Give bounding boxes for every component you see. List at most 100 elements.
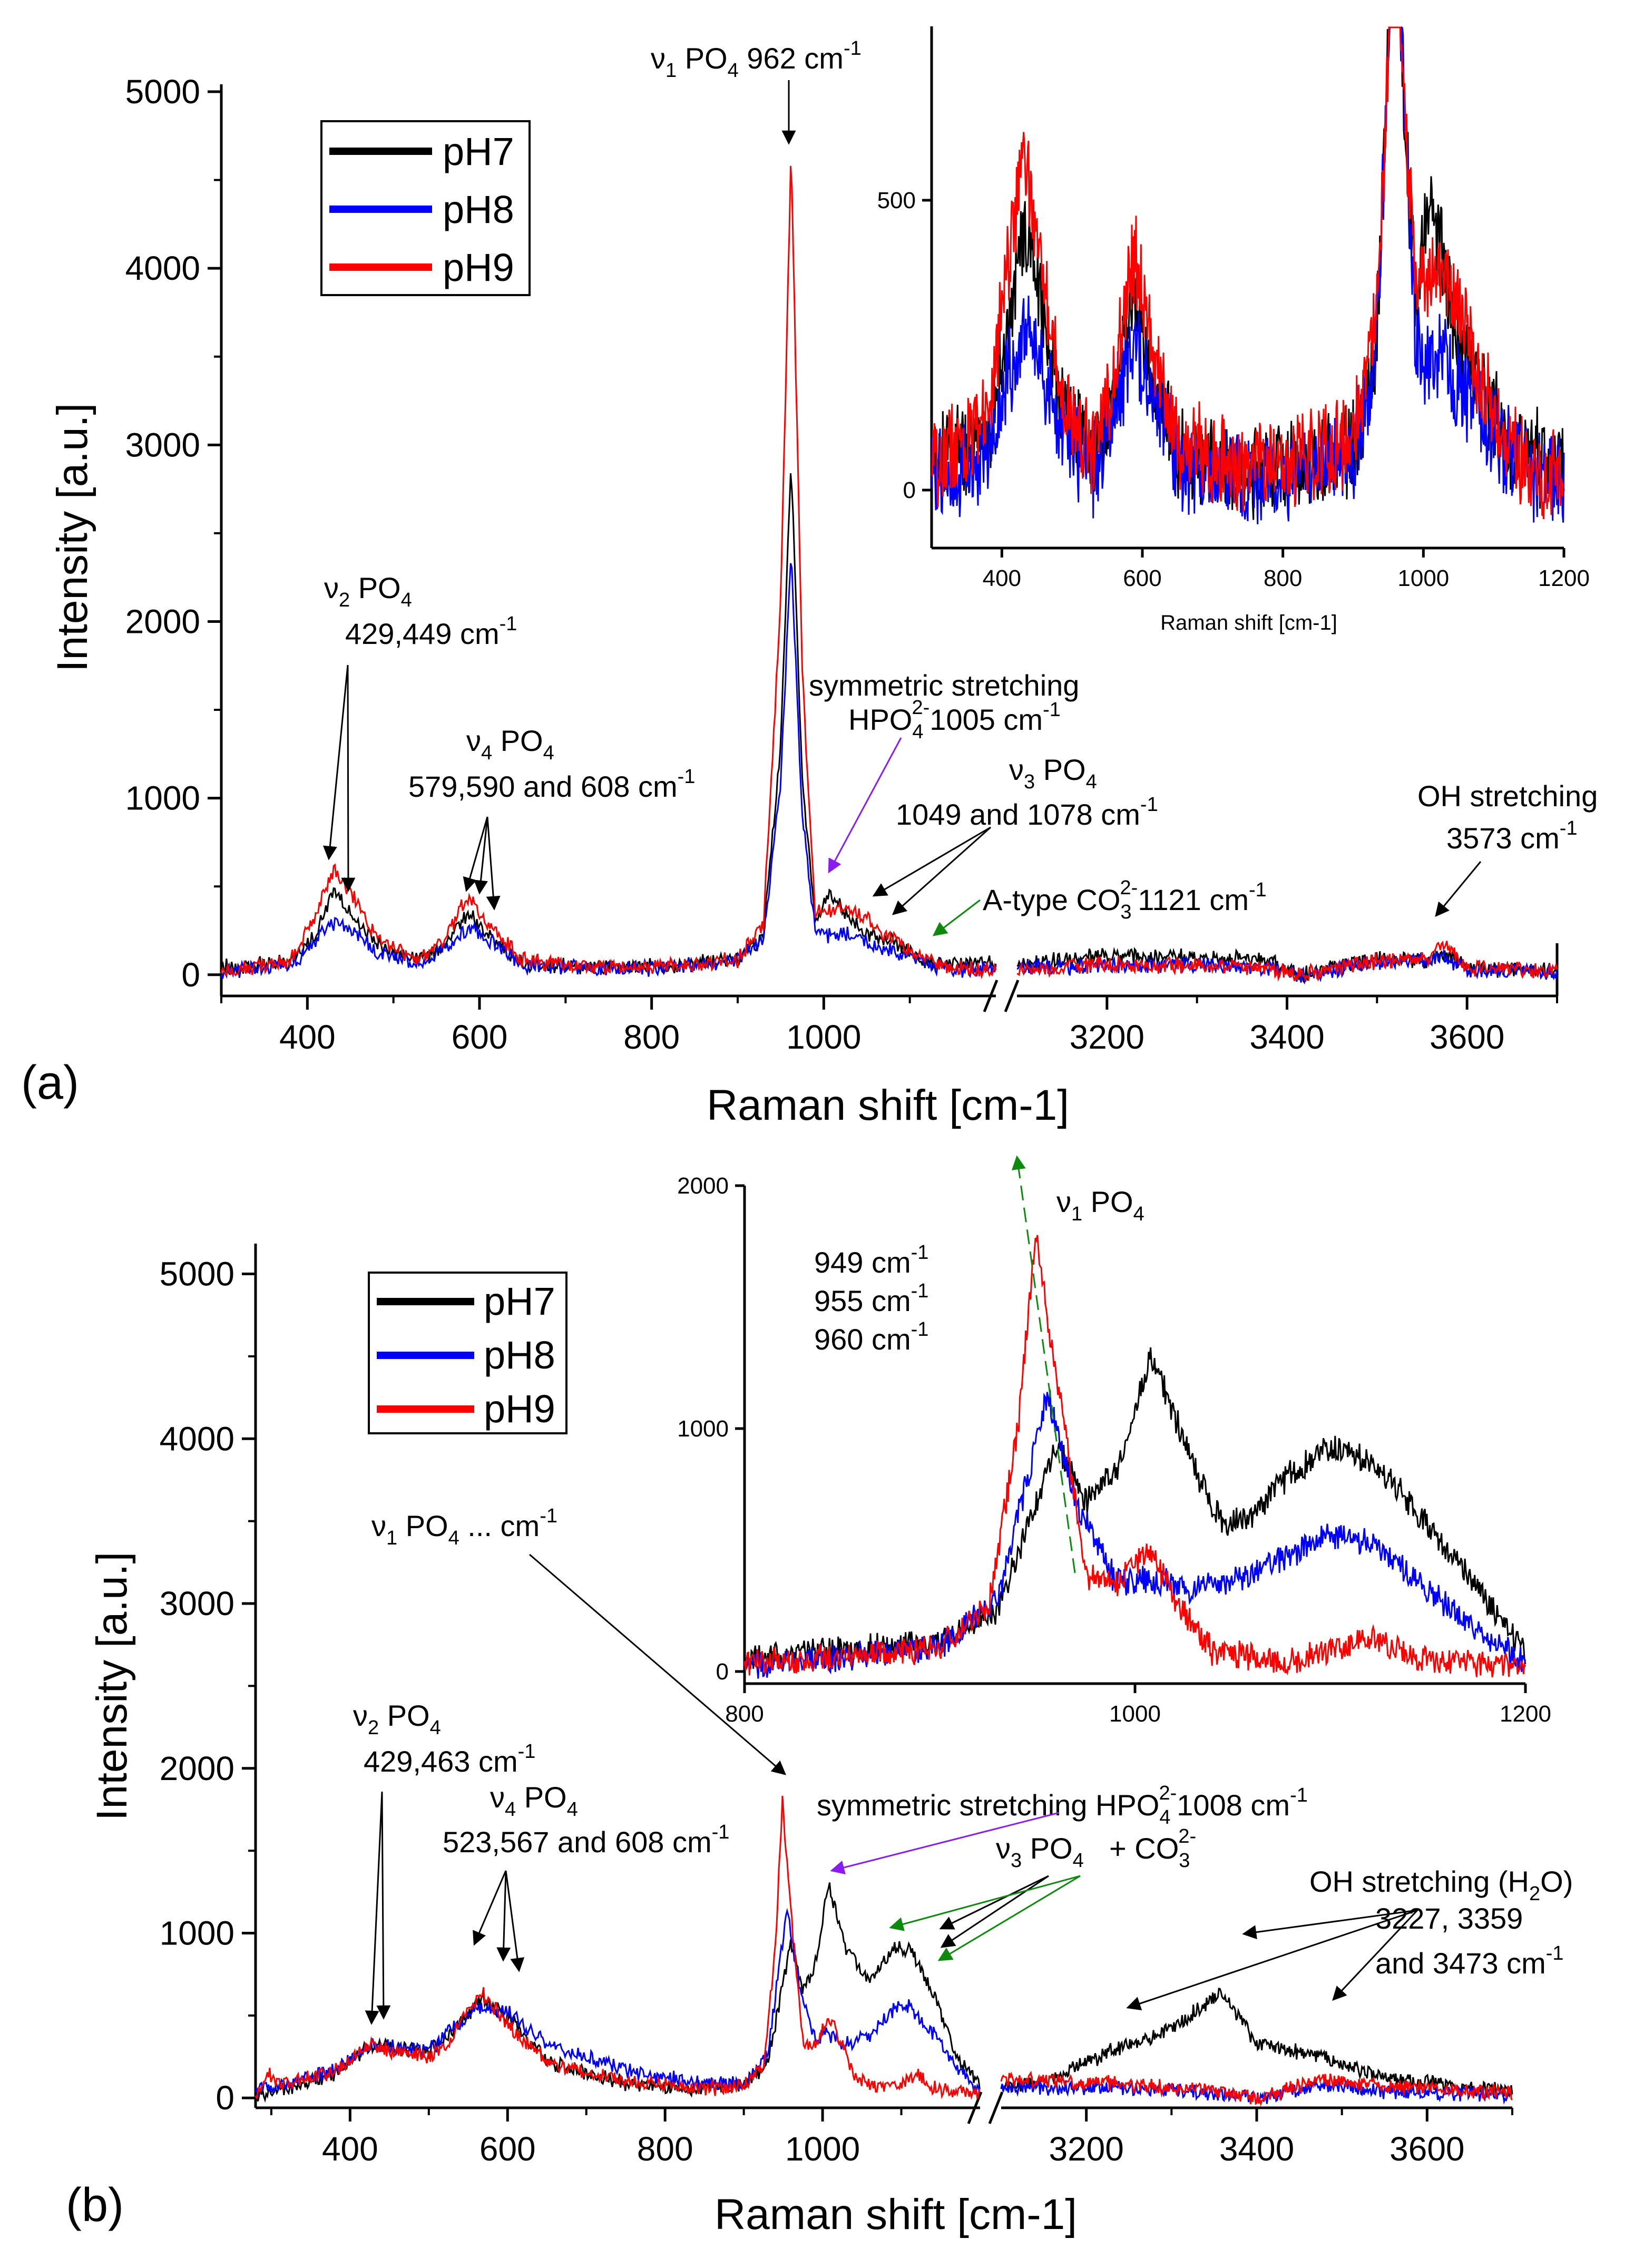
b-oh-line1: OH stretching (H2O) [1309, 1865, 1573, 1905]
a-v3-line2: 1049 and 1078 cm-1 [896, 794, 1158, 831]
b-inset-peak-pH9: 949 cm-1 [814, 1241, 928, 1279]
legend-b-pH8-label: pH8 [484, 1333, 555, 1377]
a-v4-arrow-3 [486, 816, 501, 911]
a-co3-label: A-type CO32-1121 cm-1 [983, 877, 1267, 923]
b-v4-line2: 523,567 and 608 cm-1 [443, 1821, 729, 1859]
legend-b-pH9-label: pH9 [484, 1387, 555, 1431]
a-x-tick-label-600: 600 [452, 1018, 508, 1056]
b-inset-title: ν1 PO4 [1056, 1185, 1144, 1225]
b-inset-peak-pH7: 960 cm-1 [814, 1318, 928, 1356]
a-x-tick-label-800: 800 [623, 1018, 680, 1056]
legend-pH8-label: pH8 [443, 188, 514, 231]
panel-a-legend: pH7 pH8 pH9 [320, 120, 531, 296]
panel-a-inset-x-axis-title: Raman shift [cm-1] [1160, 611, 1337, 634]
panel-a-y-axis-title: Intensity [a.u.] [48, 403, 96, 672]
a-y-tick-label-0: 0 [181, 956, 200, 994]
legend-b-pH7-label: pH7 [484, 1279, 555, 1323]
panel-b-label: (b) [66, 2179, 124, 2232]
b-v2-arrow-2 [376, 1791, 391, 2020]
a-x-tick-label-400: 400 [279, 1018, 336, 1056]
b-x-tick-label-3200: 3200 [1049, 2130, 1123, 2168]
panel-b-y-ticks: 0 1000 2000 3000 4000 5000 [160, 1255, 256, 2117]
a-hpo4-arrow [828, 737, 902, 874]
b-hpo4-label: symmetric stretching HPO42-1008 cm-1 [817, 1782, 1308, 1829]
a-inset-x-tick-label-1000: 1000 [1397, 565, 1449, 591]
a-inset-x-tick-label-600: 600 [1123, 565, 1161, 591]
b-co3-arrow-2 [937, 1875, 1081, 1961]
b-series-pH8-low [255, 1908, 981, 2097]
a-y-tick-label-4000: 4000 [125, 249, 200, 287]
b-inset-y-tick-label-1000: 1000 [677, 1416, 729, 1442]
b-v3-arrow-2 [940, 1875, 1049, 1948]
b-inset-series-pH9 [743, 1235, 1526, 1678]
b-co3-arrow-1 [889, 1875, 1081, 1931]
b-oh-arrow-3 [1332, 1909, 1418, 2001]
b-x-tick-label-1000: 1000 [785, 2130, 860, 2168]
b-v4-arrow-2 [496, 1870, 511, 1962]
b-y-tick-label-5000: 5000 [160, 1255, 234, 1293]
panel-b-y-axis-title: Intensity [a.u.] [88, 1552, 136, 1821]
panel-b-x-ticks: 400 600 800 1000 3200 3400 3600 [270, 2108, 1513, 2168]
panel-a-x-ticks: 400 600 800 1000 3200 3400 3600 [220, 996, 1558, 1056]
b-inset-y-tick-label-2000: 2000 [677, 1173, 729, 1199]
a-x-tick-label-3200: 3200 [1070, 1018, 1144, 1056]
b-x-tick-label-800: 800 [637, 2130, 693, 2168]
a-y-tick-label-2000: 2000 [125, 602, 200, 640]
a-hpo4-line1: symmetric stretching [809, 669, 1079, 702]
a-v4-line2: 579,590 and 608 cm-1 [408, 766, 695, 803]
a-y-tick-label-5000: 5000 [125, 73, 200, 111]
a-y-tick-label-1000: 1000 [125, 779, 200, 817]
b-v2-line2: 429,463 cm-1 [364, 1741, 535, 1778]
a-inset-x-tick-label-1200: 1200 [1538, 565, 1590, 591]
a-series-pH8-low [220, 563, 997, 979]
a-v4-line1: ν4 PO4 [466, 724, 554, 764]
a-v4-arrow-2 [474, 816, 488, 895]
a-inset-x-tick-label-800: 800 [1264, 565, 1302, 591]
b-v1-arrow [529, 1553, 787, 1775]
b-inset-x-tick-label-1200: 1200 [1500, 1701, 1551, 1727]
b-y-tick-label-1000: 1000 [160, 1914, 234, 1952]
b-y-tick-label-4000: 4000 [160, 1420, 234, 1458]
panel-a-annotations: ν1 PO4 962 cm-1 ν2 PO4 429,449 cm-1 ν4 P… [322, 37, 1598, 936]
b-inset-x-tick-label-1000: 1000 [1109, 1701, 1161, 1727]
b-v2-arrow-1 [365, 1791, 383, 2025]
a-v3-arrow-1 [872, 826, 991, 897]
b-inset-series-pH8 [743, 1390, 1526, 1679]
panel-a-inset: 400 600 800 1000 1200 0 500 Raman shift [cm-1] [877, 26, 1590, 634]
b-oh-line2: 3227, 3359 [1375, 1902, 1523, 1935]
b-co3-label: + CO32- [1109, 1825, 1196, 1872]
panel-a-series [220, 165, 1558, 985]
panel-b-series [255, 1795, 1513, 2107]
panel-a-x-axis-title: Raman shift [cm-1] [707, 1081, 1069, 1129]
a-oh-line2: 3573 cm-1 [1446, 817, 1578, 855]
b-inset-y-tick-label-0: 0 [716, 1659, 729, 1685]
a-v1-label: ν1 PO4 962 cm-1 [651, 37, 862, 82]
a-y-tick-label-3000: 3000 [125, 426, 200, 464]
legend-pH9-label: pH9 [443, 246, 514, 289]
a-inset-series-pH9 [931, 26, 1565, 520]
panel-b-legend: pH7 pH8 pH9 [368, 1272, 567, 1434]
b-series-pH9-low [255, 1795, 981, 2100]
a-co3-arrow [932, 899, 981, 936]
panel-b-inset: 800 1000 1200 0 1000 2000 ν1 PO4 949 cm-1 955… [677, 1155, 1551, 1727]
b-series-pH7-high [1000, 1987, 1513, 2098]
panel-b-inset-series [743, 1235, 1526, 1679]
b-v2-line1: ν2 PO4 [353, 1699, 441, 1739]
a-series-pH9-high [1016, 940, 1558, 982]
b-hpo4-arrow [830, 1812, 1060, 1875]
b-series-pH9-high [1000, 2070, 1513, 2107]
b-v4-arrow-3 [505, 1870, 525, 1972]
b-v4-arrow-1 [473, 1870, 507, 1946]
a-inset-y-tick-label-0: 0 [903, 477, 916, 503]
panel-b: 0 1000 2000 3000 4000 5000 400 600 800 1000 3200 3… [66, 1155, 1573, 2238]
a-v4-arrow-1 [463, 816, 488, 892]
b-v4-line1: ν4 PO4 [490, 1781, 578, 1821]
a-x-tick-label-3600: 3600 [1430, 1018, 1504, 1056]
a-v2-line2: 429,449 cm-1 [345, 613, 517, 650]
panel-b-x-axis-title: Raman shift [cm-1] [715, 2191, 1077, 2238]
b-x-tick-label-3600: 3600 [1389, 2130, 1464, 2168]
b-oh-arrow-2 [1242, 1909, 1418, 1940]
b-inset-x-tick-label-800: 800 [725, 1701, 764, 1727]
panel-a-inset-series [931, 26, 1565, 524]
